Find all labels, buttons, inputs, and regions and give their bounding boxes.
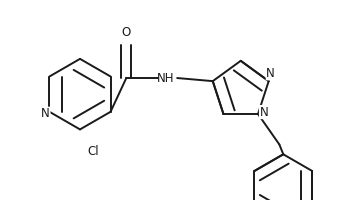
- Text: N: N: [41, 107, 50, 120]
- Text: NH: NH: [157, 72, 174, 84]
- Text: N: N: [266, 67, 275, 80]
- Text: Cl: Cl: [88, 145, 100, 158]
- Text: O: O: [122, 26, 131, 39]
- Text: N: N: [260, 106, 268, 119]
